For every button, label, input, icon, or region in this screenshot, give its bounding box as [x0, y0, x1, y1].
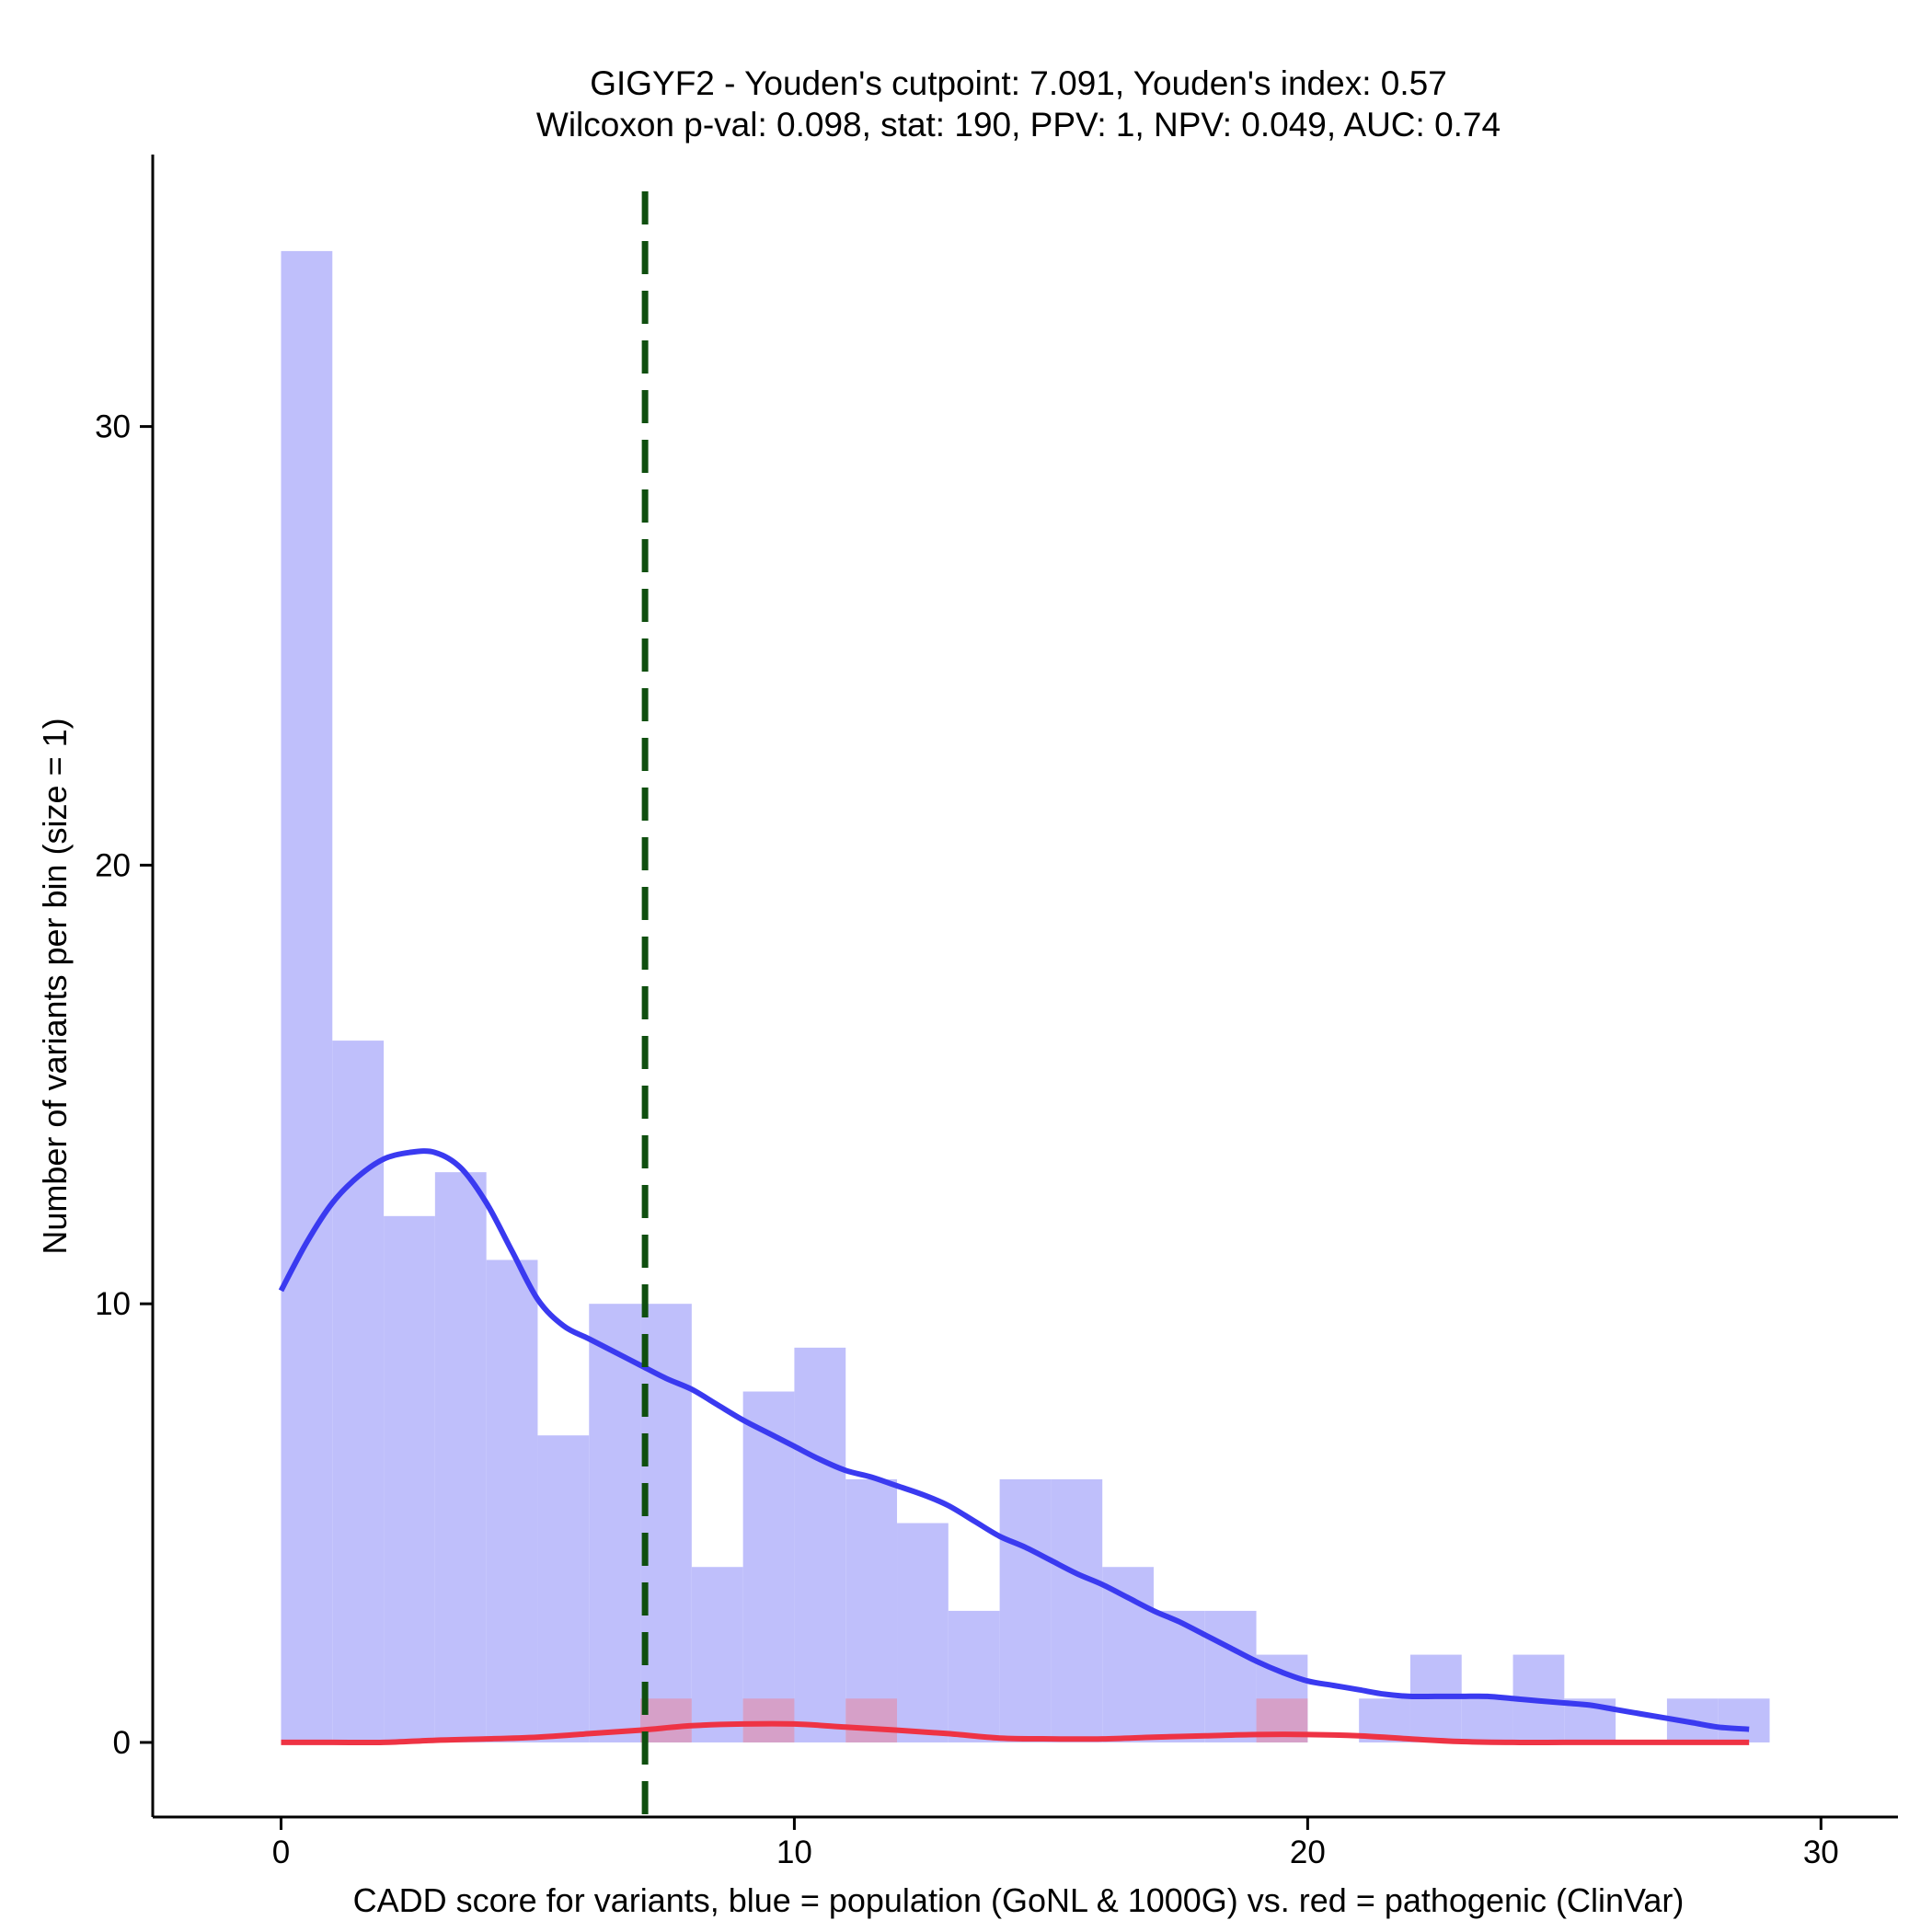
y-tick-label: 20 [95, 847, 131, 883]
population-bars [281, 250, 1770, 1742]
y-axis-title: Number of variants per bin (size = 1) [36, 718, 74, 1254]
population-bar-12 [897, 1523, 949, 1742]
x-tick-label: 10 [776, 1834, 812, 1870]
x-tick-label: 30 [1803, 1834, 1839, 1870]
y-tick-label: 30 [95, 409, 131, 445]
x-tick-label: 20 [1290, 1834, 1326, 1870]
population-bar-28 [1718, 1698, 1770, 1742]
pathogenic-density-line [281, 1720, 1750, 1746]
population-bar-15 [1051, 1478, 1103, 1742]
population-bar-5 [537, 1435, 590, 1742]
y-ticks: 0 10 20 30 [95, 409, 153, 1761]
population-bar-1 [332, 1041, 385, 1742]
population-bar-4 [486, 1259, 538, 1742]
population-density-line [278, 1148, 1750, 1732]
y-tick-label: 10 [95, 1286, 131, 1322]
x-axis-title: CADD score for variants, blue = populati… [353, 1881, 1685, 1919]
population-bar-16 [1102, 1567, 1154, 1742]
population-bar-9 [742, 1391, 795, 1742]
population-bar-23 [1461, 1698, 1513, 1742]
pathogenic-bar-0 [640, 1698, 692, 1742]
y-tick-label: 0 [113, 1725, 131, 1761]
chart-title: GIGYF2 - Youden's cutpoint: 7.091, Youde… [590, 64, 1447, 102]
population-bar-6 [589, 1304, 641, 1742]
pathogenic-bar-1 [742, 1698, 795, 1742]
population-bar-10 [794, 1347, 846, 1742]
density-lines [278, 1148, 1750, 1746]
population-bar-0 [281, 250, 333, 1742]
chart-subtitle: Wilcoxon p-val: 0.098, stat: 190, PPV: 1… [536, 106, 1501, 144]
x-tick-label: 0 [272, 1834, 290, 1870]
population-bar-14 [999, 1478, 1052, 1742]
population-bar-2 [384, 1215, 435, 1742]
population-bar-13 [948, 1610, 1000, 1742]
x-ticks: 0 10 20 30 [272, 1817, 1839, 1870]
population-bar-3 [434, 1172, 487, 1742]
pathogenic-bar-2 [845, 1698, 898, 1742]
population-bar-18 [1204, 1610, 1257, 1742]
population-bar-8 [691, 1567, 743, 1742]
